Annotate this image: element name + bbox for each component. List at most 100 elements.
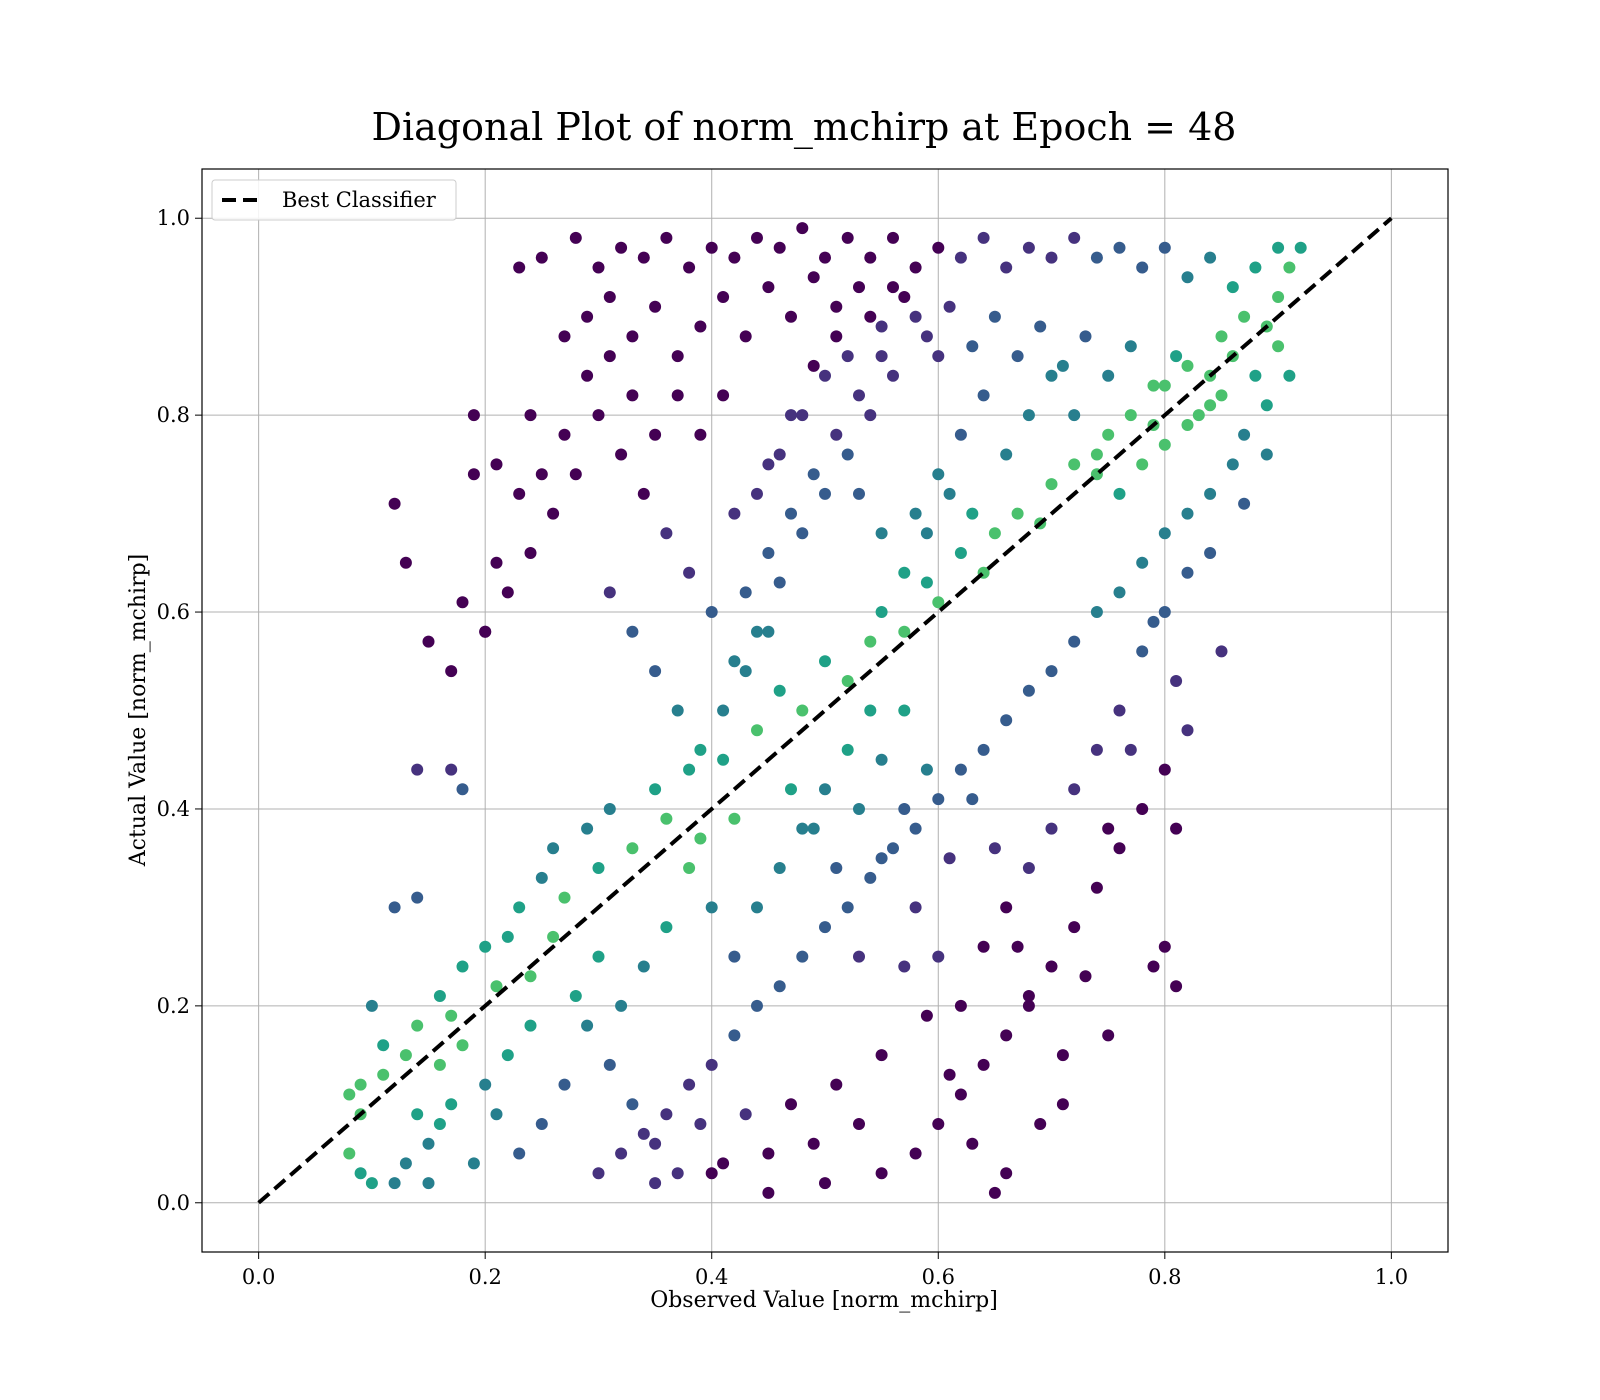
scatter-point bbox=[853, 803, 865, 815]
scatter-point bbox=[830, 300, 843, 313]
grid-lines bbox=[202, 169, 1448, 1252]
scatter-point bbox=[1181, 507, 1194, 520]
x-tick-label: 0.6 bbox=[922, 1265, 955, 1289]
scatter-point bbox=[535, 1118, 548, 1130]
scatter-point bbox=[649, 783, 662, 796]
scatter-point bbox=[1022, 862, 1035, 874]
scatter-point bbox=[796, 222, 809, 235]
scatter-point bbox=[524, 970, 537, 983]
scatter-point bbox=[943, 487, 956, 500]
scatter-point bbox=[1102, 822, 1115, 835]
scatter-point bbox=[887, 842, 899, 855]
scatter-point bbox=[1113, 487, 1126, 500]
scatter-point bbox=[626, 330, 639, 343]
scatter-point bbox=[388, 1177, 401, 1190]
scatter-point bbox=[728, 507, 741, 520]
scatter-point bbox=[898, 960, 911, 973]
scatter-point bbox=[762, 625, 775, 638]
best-classifier-line bbox=[257, 216, 1393, 1205]
scatter-point bbox=[909, 507, 922, 520]
scatter-point bbox=[728, 251, 741, 264]
scatter-point bbox=[773, 448, 786, 461]
scatter-point bbox=[988, 842, 1001, 855]
x-tick-label: 0.0 bbox=[242, 1265, 275, 1289]
scatter-point bbox=[705, 1167, 718, 1180]
scatter-point bbox=[388, 497, 401, 510]
scatter-point bbox=[841, 901, 854, 914]
scatter-point bbox=[762, 547, 775, 559]
scatter-point bbox=[830, 862, 843, 874]
scatter-point bbox=[909, 1147, 922, 1160]
scatter-point bbox=[1079, 970, 1092, 983]
scatter-point bbox=[683, 763, 696, 776]
scatter-point bbox=[920, 1009, 933, 1022]
scatter-point bbox=[796, 950, 809, 963]
scatter-point bbox=[728, 812, 741, 825]
scatter-point bbox=[1090, 606, 1103, 618]
scatter-point bbox=[1272, 340, 1285, 353]
scatter-point bbox=[467, 468, 480, 481]
scatter-point bbox=[513, 261, 526, 274]
scatter-point bbox=[954, 428, 967, 441]
scatter-point bbox=[1272, 291, 1285, 303]
scatter-point bbox=[1068, 635, 1081, 648]
scatter-point bbox=[954, 999, 967, 1012]
scatter-point bbox=[479, 940, 492, 953]
scatter-point bbox=[683, 566, 696, 579]
scatter-point bbox=[1102, 1029, 1115, 1042]
scatter-point bbox=[1272, 241, 1285, 254]
scatter-point bbox=[943, 1068, 956, 1081]
scatter-point bbox=[501, 1049, 514, 1062]
scatter-point bbox=[660, 921, 673, 934]
scatter-point bbox=[694, 832, 707, 845]
scatter-point bbox=[581, 1019, 594, 1032]
scatter-point bbox=[807, 822, 820, 835]
scatter-point bbox=[603, 1058, 616, 1071]
scatter-point bbox=[433, 990, 446, 1002]
scatter-point bbox=[467, 409, 480, 422]
scatter-point bbox=[343, 1088, 356, 1101]
scatter-point bbox=[626, 1098, 639, 1111]
y-tick-label: 1.0 bbox=[157, 206, 190, 230]
scatter-point bbox=[433, 1118, 446, 1130]
scatter-point bbox=[841, 675, 854, 687]
scatter-point bbox=[739, 1108, 752, 1121]
scatter-point bbox=[535, 871, 548, 884]
scatter-point bbox=[1011, 940, 1024, 953]
scatter-point bbox=[988, 527, 1001, 540]
scatter-point bbox=[456, 1039, 469, 1052]
scatter-point bbox=[467, 1157, 480, 1170]
scatter-point bbox=[1283, 261, 1296, 274]
scatter-point bbox=[637, 960, 650, 973]
scatter-point bbox=[796, 527, 809, 540]
scatter-point bbox=[1181, 359, 1194, 372]
scatter-point bbox=[660, 1108, 673, 1121]
scatter-point bbox=[875, 320, 888, 333]
scatter-point bbox=[569, 468, 582, 481]
scatter-point bbox=[694, 743, 707, 756]
scatter-point bbox=[1079, 330, 1092, 343]
scatter-point bbox=[807, 468, 820, 481]
scatter-point bbox=[920, 527, 933, 540]
scatter-point bbox=[1045, 369, 1058, 382]
scatter-point bbox=[1249, 369, 1262, 382]
scatter-point bbox=[1090, 881, 1103, 894]
scatter-point bbox=[887, 231, 899, 244]
scatter-point bbox=[887, 369, 899, 382]
scatter-point bbox=[819, 487, 831, 500]
scatter-point bbox=[1181, 419, 1194, 431]
scatter-point bbox=[433, 1058, 446, 1071]
x-tick-label: 0.4 bbox=[695, 1265, 728, 1289]
scatter-point bbox=[751, 231, 763, 244]
scatter-point bbox=[694, 1118, 707, 1130]
scatter-point bbox=[603, 586, 616, 599]
x-axis-ticks: 0.0 0.2 0.4 0.6 0.8 1.0 bbox=[242, 1252, 1408, 1289]
scatter-point bbox=[1011, 350, 1024, 363]
scatter-point bbox=[479, 1078, 492, 1091]
scatter-point bbox=[853, 281, 865, 294]
scatter-point bbox=[773, 862, 786, 874]
scatter-point bbox=[796, 704, 809, 717]
scatter-point bbox=[705, 606, 718, 618]
scatter-point bbox=[785, 409, 797, 422]
scatter-point bbox=[411, 763, 424, 776]
